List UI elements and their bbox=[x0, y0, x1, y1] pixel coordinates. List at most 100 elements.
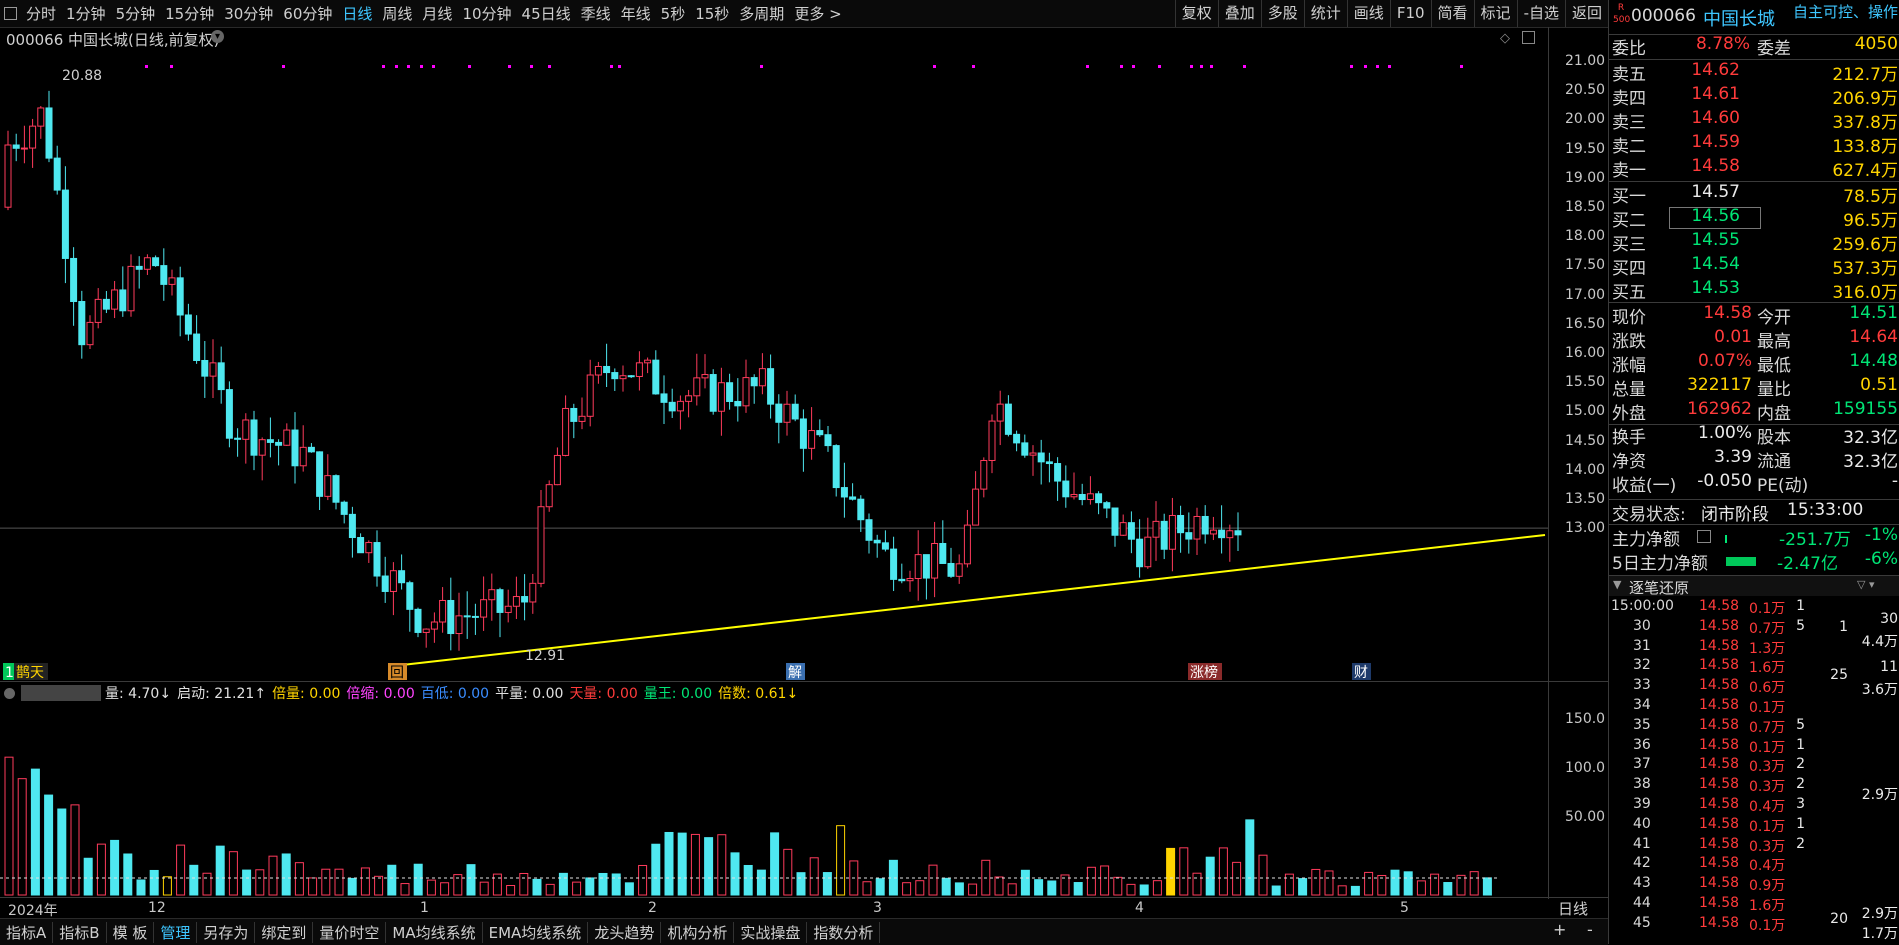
tool-tab[interactable]: 统计 bbox=[1303, 0, 1347, 27]
event-badge[interactable] bbox=[388, 663, 407, 680]
candle-body bbox=[430, 621, 438, 630]
period-tab[interactable]: 60分钟 bbox=[283, 5, 333, 23]
kline-chart[interactable]: 20.88 12.91 1 鹊天 回 解 涨榜 财 bbox=[0, 45, 1548, 685]
period-tab[interactable]: 15分钟 bbox=[165, 5, 215, 23]
volume-bar bbox=[954, 882, 964, 896]
period-tab[interactable]: 45日线 bbox=[521, 5, 571, 23]
volume-bar bbox=[1337, 885, 1347, 896]
period-tab[interactable]: 季线 bbox=[580, 5, 611, 23]
period-tab[interactable]: 周线 bbox=[382, 5, 413, 23]
candle-body bbox=[373, 542, 381, 577]
period-tab[interactable]: 15秒 bbox=[695, 5, 730, 23]
indicator-tab[interactable]: 指标A bbox=[0, 921, 54, 943]
tool-tab[interactable]: 简看 bbox=[1430, 0, 1474, 27]
concept-tag[interactable]: 自主可控、操作 bbox=[1793, 3, 1899, 21]
volume-bar bbox=[1298, 878, 1308, 896]
volume-bar bbox=[822, 872, 832, 896]
period-tab[interactable]: 1分钟 bbox=[66, 5, 106, 23]
candle-body bbox=[1226, 530, 1234, 539]
ask-row[interactable]: 卖二 14.59 133.8万 bbox=[1609, 132, 1899, 157]
diamond-icon[interactable]: ◇ bbox=[1500, 31, 1510, 46]
period-tab[interactable]: 更多 > bbox=[794, 5, 842, 23]
candle-body bbox=[808, 430, 816, 449]
tool-tab[interactable]: 复权 bbox=[1174, 0, 1218, 27]
trend-line bbox=[401, 534, 1546, 666]
pane-divider bbox=[0, 897, 1608, 898]
aggregate-box: 2.9万 20 1.7万 bbox=[1809, 903, 1899, 943]
indicator-tab[interactable]: 指标B bbox=[53, 921, 107, 943]
bid-row[interactable]: 买一 14.57 78.5万 bbox=[1609, 182, 1899, 207]
volume-bar bbox=[506, 885, 516, 896]
ask-row[interactable]: 卖三 14.60 337.8万 bbox=[1609, 108, 1899, 133]
volume-axis: 150.0 100.0 50.00 bbox=[0, 0, 1608, 825]
ask-row[interactable]: 卖五 14.62 212.7万 bbox=[1609, 60, 1899, 85]
tick-price: 14.58 bbox=[1699, 598, 1740, 614]
indicator-tab[interactable]: 龙头趋势 bbox=[588, 921, 662, 943]
candle-body bbox=[865, 519, 873, 541]
event-badge[interactable] bbox=[14, 663, 48, 680]
bid-row[interactable]: 买三 14.55 259.6万 bbox=[1609, 230, 1899, 255]
candle-body bbox=[529, 582, 537, 603]
ask-row[interactable]: 卖四 14.61 206.9万 bbox=[1609, 84, 1899, 109]
volume-chart[interactable] bbox=[0, 703, 1548, 898]
price-tick-label: 18.50 bbox=[1565, 199, 1606, 215]
indicator-tab[interactable]: 机构分析 bbox=[661, 921, 735, 943]
indicator-tab[interactable]: EMA均线系统 bbox=[483, 921, 589, 943]
period-tab[interactable]: 月线 bbox=[422, 5, 453, 23]
stat-row: 涨跌 0.01 最高 14.64 bbox=[1609, 327, 1899, 352]
indicator-tab[interactable]: 模 板 bbox=[107, 921, 155, 943]
settings-icon[interactable] bbox=[4, 687, 15, 699]
indicator-tab[interactable]: 实战操盘 bbox=[734, 921, 808, 943]
bid-row[interactable]: 买五 14.53 316.0万 bbox=[1609, 278, 1899, 303]
indicator-tab[interactable]: 另存为 bbox=[197, 921, 256, 943]
candle-body bbox=[791, 403, 799, 420]
signal-dot bbox=[282, 65, 285, 68]
filter-icon[interactable]: ▽ ▾ bbox=[1857, 578, 1875, 591]
ask-row[interactable]: 卖一 14.58 627.4万 bbox=[1609, 156, 1899, 181]
event-badge[interactable] bbox=[1188, 663, 1222, 680]
bid-row[interactable]: 买四 14.54 537.3万 bbox=[1609, 254, 1899, 279]
weibi-row: 委比 8.78% 委差 4050 bbox=[1609, 34, 1899, 59]
tool-tab[interactable]: F10 bbox=[1389, 0, 1431, 27]
period-tab[interactable]: 5分钟 bbox=[115, 5, 156, 23]
tick-volume: 0.9万 bbox=[1749, 878, 1786, 895]
tool-tab[interactable]: 多股 bbox=[1260, 0, 1304, 27]
candle-body bbox=[1037, 452, 1045, 463]
indicator-tab[interactable]: 管理 bbox=[154, 921, 198, 943]
candle-body bbox=[4, 144, 12, 208]
period-tab[interactable]: 年线 bbox=[620, 5, 651, 23]
stat-label: 流通 bbox=[1757, 452, 1791, 472]
event-badge[interactable] bbox=[786, 663, 805, 680]
event-badge[interactable] bbox=[1352, 663, 1371, 680]
tool-tab[interactable]: 标记 bbox=[1473, 0, 1517, 27]
indicator-tab[interactable]: 指数分析 bbox=[807, 921, 881, 943]
period-tab[interactable]: 5秒 bbox=[660, 5, 686, 23]
period-tab[interactable]: 分时 bbox=[26, 5, 57, 23]
period-tab[interactable]: 多周期 bbox=[739, 5, 785, 23]
tool-tab[interactable]: -自选 bbox=[1516, 0, 1565, 27]
stat-value: 14.51 bbox=[1849, 303, 1898, 323]
indicator-tab[interactable]: 绑定到 bbox=[255, 921, 314, 943]
ticks-header[interactable]: ▼ 逐笔还原 ▽ ▾ bbox=[1609, 576, 1899, 597]
candle-body bbox=[914, 554, 922, 580]
candle-body bbox=[799, 418, 807, 449]
collapse-icon[interactable]: ▼ bbox=[1613, 578, 1622, 591]
tool-tab[interactable]: 画线 bbox=[1346, 0, 1390, 27]
period-tab[interactable]: 10分钟 bbox=[462, 5, 512, 23]
indicator-tab[interactable]: MA均线系统 bbox=[386, 921, 483, 943]
tool-tab[interactable]: 返回 bbox=[1564, 0, 1608, 27]
bid-row[interactable]: 买二 14.56 96.5万 bbox=[1609, 206, 1899, 231]
volume-bar bbox=[875, 878, 885, 896]
list-icon[interactable] bbox=[1697, 530, 1711, 543]
panel-toggle-icon[interactable] bbox=[4, 7, 17, 20]
zoom-in-button[interactable]: + bbox=[1553, 920, 1567, 939]
period-tab[interactable]: 30分钟 bbox=[224, 5, 274, 23]
tool-tab[interactable]: 叠加 bbox=[1217, 0, 1261, 27]
indicator-tab[interactable]: 量价时空 bbox=[313, 921, 387, 943]
zoom-out-button[interactable]: - bbox=[1587, 920, 1593, 939]
chevron-down-icon[interactable]: ▾ bbox=[211, 30, 224, 43]
stat-value: 14.64 bbox=[1849, 327, 1898, 347]
ask-row-volume: 337.8万 bbox=[1832, 113, 1898, 133]
window-icon[interactable] bbox=[1522, 31, 1535, 44]
period-tab[interactable]: 日线 bbox=[342, 5, 373, 23]
